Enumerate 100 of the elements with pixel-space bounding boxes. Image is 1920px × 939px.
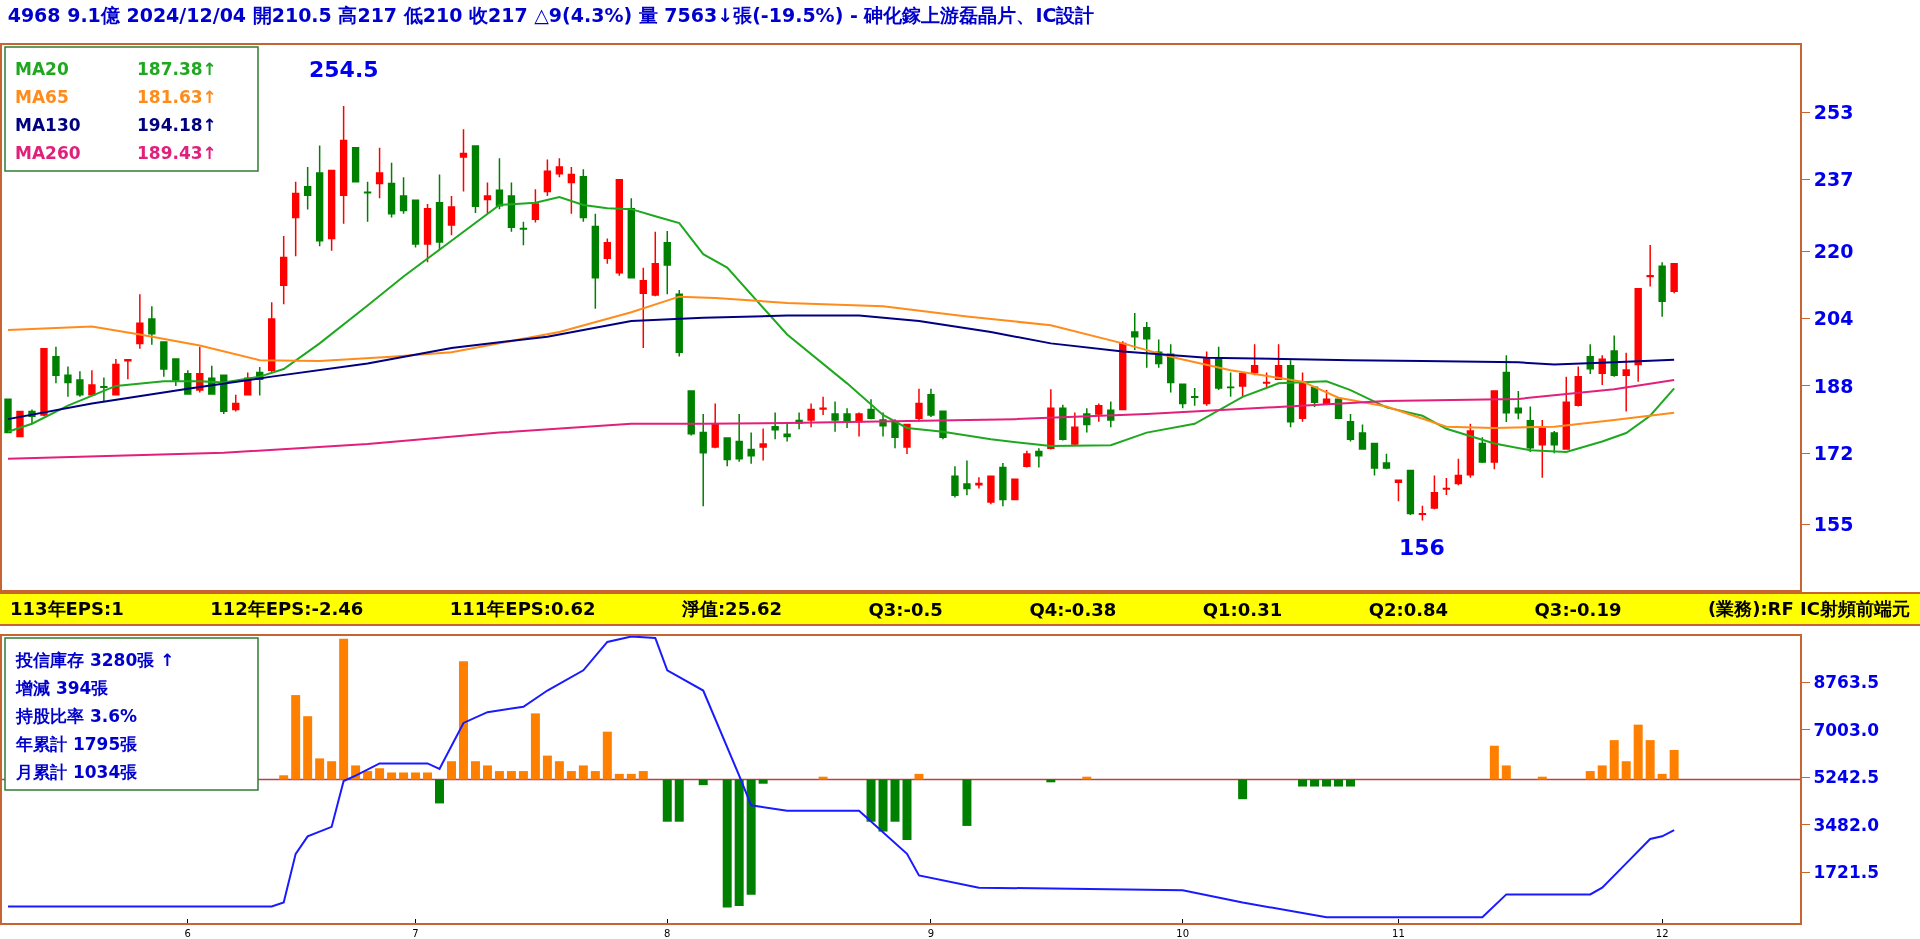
candlestick <box>699 413 707 507</box>
bar <box>554 761 564 780</box>
candlestick <box>603 237 612 265</box>
candlestick <box>1478 436 1487 464</box>
candlestick <box>1670 263 1678 295</box>
candlestick <box>64 365 72 398</box>
y-tick-label: 253 <box>1813 100 1854 123</box>
annotation: 181.63↑ <box>137 87 217 107</box>
candlestick <box>663 230 671 295</box>
bar <box>1633 724 1643 780</box>
candlestick <box>1190 387 1199 407</box>
candlestick <box>1095 402 1103 423</box>
bar <box>866 779 876 822</box>
candlestick <box>651 231 659 297</box>
candlestick <box>52 346 60 385</box>
bar <box>470 761 480 780</box>
bar <box>1585 771 1595 780</box>
bar <box>482 765 492 780</box>
candlestick <box>1454 457 1463 486</box>
candlestick <box>1179 383 1187 409</box>
candlestick <box>315 144 324 247</box>
annotation: 投信庫存 3280張 ↑ <box>15 650 175 670</box>
candlestick <box>999 462 1007 507</box>
candlestick <box>615 178 623 277</box>
bar <box>1489 745 1499 780</box>
candlestick <box>112 358 120 397</box>
bar <box>303 716 313 780</box>
candlestick <box>1226 371 1235 398</box>
text: Q2:0.84 <box>1368 598 1449 620</box>
candlestick <box>567 166 576 215</box>
y-tick-label: 8763.5 <box>1813 672 1880 693</box>
annotation: 189.43↑ <box>137 143 217 163</box>
candlestick <box>268 301 276 374</box>
bar <box>1621 761 1631 780</box>
candlestick <box>1358 423 1367 451</box>
candlestick <box>819 396 827 416</box>
candlestick <box>1394 479 1403 502</box>
x-tick-label: 8 <box>664 928 671 939</box>
bar <box>339 638 349 780</box>
candlestick <box>303 166 312 211</box>
x-tick-label: 10 <box>1176 928 1190 939</box>
candlestick <box>975 476 983 490</box>
annotation: 月累計 1034張 <box>15 762 139 782</box>
bar <box>399 772 409 780</box>
candlestick <box>1059 404 1067 442</box>
candlestick <box>591 213 600 310</box>
bar <box>375 768 385 780</box>
bar <box>1609 740 1619 780</box>
bar <box>411 772 421 780</box>
y-tick-label: 1721.5 <box>1813 862 1880 883</box>
candlestick <box>711 402 719 449</box>
bar <box>447 761 456 780</box>
candlestick <box>1346 413 1355 443</box>
x-tick-label: 11 <box>1392 928 1405 939</box>
candlestick <box>963 459 971 497</box>
text: 113年EPS:1 <box>10 597 124 621</box>
candlestick <box>363 181 372 223</box>
candlestick <box>1622 351 1630 413</box>
candlestick <box>843 407 851 429</box>
bar <box>1597 765 1607 780</box>
candlestick <box>1526 405 1534 453</box>
bar <box>890 779 900 822</box>
bar <box>1657 773 1667 780</box>
bar <box>494 771 504 780</box>
bar <box>914 773 924 780</box>
bar <box>1669 749 1679 780</box>
text: 淨值:25.62 <box>681 597 783 621</box>
bar <box>578 765 588 780</box>
chart-title: 4968 9.1億 2024/12/04 開210.5 高217 低210 收217 △9(4.3%) 量 7563↓張(-19.5%) - 砷化鎵上游磊晶片、IC設計 <box>7 4 1095 27</box>
candlestick <box>399 176 408 215</box>
candlestick <box>40 348 48 417</box>
candlestick <box>927 388 935 418</box>
y-tick-label: 172 <box>1813 441 1854 464</box>
candlestick <box>124 358 132 380</box>
bar <box>363 771 373 780</box>
candlestick <box>387 162 396 219</box>
bar <box>1322 779 1332 787</box>
candlestick <box>1514 390 1522 420</box>
text: Q3:-0.19 <box>1534 598 1622 620</box>
candlestick <box>1071 411 1079 446</box>
candlestick <box>1502 354 1511 423</box>
candlestick <box>471 145 480 214</box>
bar <box>1238 779 1248 800</box>
candlestick <box>735 413 743 463</box>
candlestick <box>1562 375 1570 451</box>
candlestick <box>1035 447 1043 469</box>
text: 111年EPS:0.62 <box>449 597 596 621</box>
annotation: 254.5 <box>309 57 379 82</box>
bar <box>327 761 337 780</box>
candlestick <box>543 158 552 197</box>
text: MA260 <box>15 143 81 163</box>
candlestick <box>1418 505 1427 522</box>
bar <box>734 779 744 907</box>
bar <box>602 731 612 780</box>
candlestick <box>160 341 168 378</box>
candlestick <box>639 266 647 349</box>
bar <box>758 779 768 784</box>
candlestick <box>1406 469 1415 516</box>
candlestick <box>232 393 240 413</box>
candlestick <box>627 197 635 280</box>
